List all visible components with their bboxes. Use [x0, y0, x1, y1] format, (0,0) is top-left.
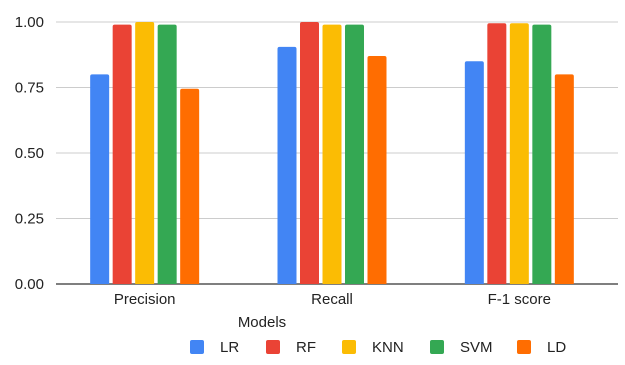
bar-knn-f-1-score: [509, 23, 529, 285]
bar-lr-precision: [90, 74, 110, 285]
x-axis-ticks: Precision Recall F-1 score: [114, 291, 551, 308]
y-axis-ticks: 0.00 0.25 0.50 0.75 1.00: [15, 14, 44, 293]
bar-knn-precision: [135, 22, 155, 284]
legend-item-svm[interactable]: SVM: [430, 339, 493, 356]
bar-svm-recall: [345, 24, 364, 285]
legend-swatch: [430, 340, 444, 354]
bar-svm-precision: [157, 24, 177, 285]
legend-swatch: [342, 340, 356, 354]
x-tick-label: F-1 score: [488, 291, 551, 308]
y-tick-label: 1.00: [15, 14, 44, 31]
legend-label: LD: [547, 339, 566, 356]
legend-item-lr[interactable]: LR: [190, 339, 239, 356]
bar-lr-f-1-score: [464, 61, 484, 284]
legend-swatch: [517, 340, 531, 354]
legend-label: SVM: [460, 339, 493, 356]
y-tick-label: 0.75: [15, 80, 44, 97]
legend-label: KNN: [372, 339, 404, 356]
bar-rf-f-1-score: [487, 23, 507, 285]
legend-label: LR: [220, 339, 239, 356]
bars: [90, 22, 574, 285]
bar-knn-recall: [322, 24, 342, 285]
bar-svm-f-1-score: [532, 24, 552, 285]
x-tick-label: Precision: [114, 291, 176, 308]
bar-ld-precision: [180, 88, 200, 284]
y-tick-label: 0.50: [15, 145, 44, 162]
legend-swatch: [266, 340, 280, 354]
y-tick-label: 0.25: [15, 211, 44, 228]
legend-item-ld[interactable]: LD: [517, 339, 566, 356]
bar-rf-precision: [112, 24, 132, 285]
y-tick-label: 0.00: [15, 276, 44, 293]
legend-item-rf[interactable]: RF: [266, 339, 316, 356]
legend: LR RF KNN SVM LD: [190, 339, 566, 356]
bar-rf-recall: [300, 22, 319, 284]
x-axis-label: Models: [238, 314, 286, 331]
x-tick-label: Recall: [311, 291, 353, 308]
legend-label: RF: [296, 339, 316, 356]
bar-lr-recall: [277, 46, 297, 284]
legend-item-knn[interactable]: KNN: [342, 339, 404, 356]
bar-ld-f-1-score: [554, 74, 574, 285]
legend-swatch: [190, 340, 204, 354]
bar-ld-recall: [367, 56, 387, 285]
